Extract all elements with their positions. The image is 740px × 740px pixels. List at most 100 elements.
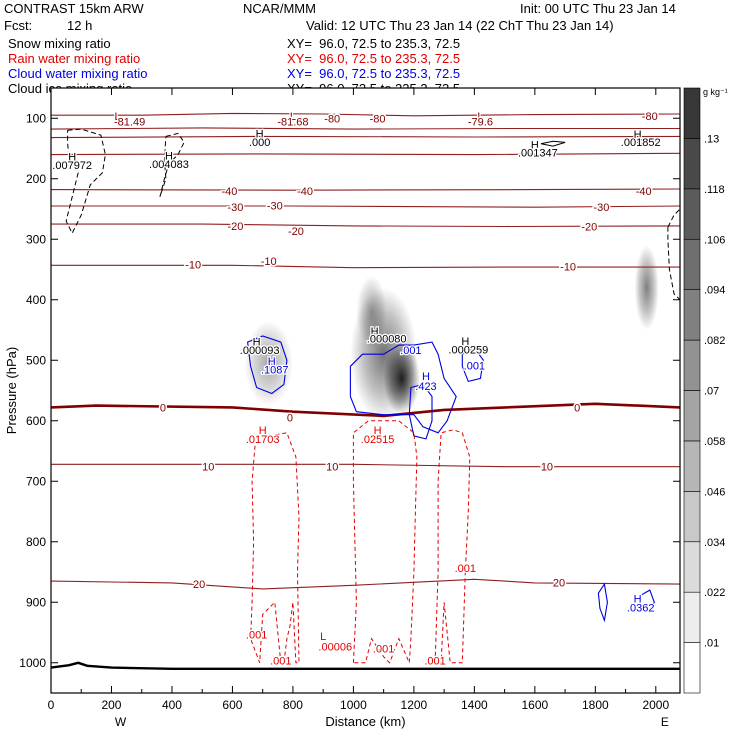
contour-annotation: .001852 [621,137,661,149]
axes-layer: 0 200 400 600 800 1000 1200 1400 1600 1800 2000100… [4,88,680,729]
x-tick-label: 2000 [642,698,669,712]
isotherm-line [51,578,680,590]
terrain-layer [51,661,680,670]
snow-contour [667,208,680,301]
contour-annotation: H [531,140,539,152]
x-tick-label: 1400 [461,698,488,712]
colorbar-segment [683,491,701,543]
colorbar-label: .07 [704,386,719,398]
colorbar-label: .01 [704,638,719,650]
field-xy-rain: XY= 96.0, 72.5 to 235.3, 72.5 [287,51,461,66]
colorbar-label: .094 [704,285,725,297]
colorbar-segment [683,289,701,341]
isotherm-label: -30 [593,202,609,214]
contour-annotation: .001 [455,563,476,575]
contour-annotation: .004083 [149,159,189,171]
colorbar-segment [683,541,701,593]
x-tick-label: 400 [162,698,182,712]
isotherm-label: -20 [228,221,244,233]
contour-annotation: H [165,150,173,162]
contour-annotation: .001 [246,630,267,642]
hydrometeor-contour-layer [65,128,680,664]
isotherm-line [51,223,680,228]
field-xy-snow: XY= 96.0, 72.5 to 235.3, 72.5 [287,36,461,51]
isotherm-label: -40 [636,186,652,198]
rain-water-contour [250,432,300,664]
contour-annotation: .1087 [261,365,289,377]
x-tick-label: 1000 [340,698,367,712]
isotherm-label: -10 [185,260,201,272]
isotherm-label: -20 [581,222,597,234]
cloud-water-contour [349,341,457,434]
isotherm-label: -20 [288,226,304,238]
contour-annotation: H [461,336,469,348]
contour-annotation: .007972 [52,160,92,172]
cloud-water-contour [638,589,655,612]
x-tick-label: 0 [48,698,55,712]
y-tick-label: 100 [26,111,46,125]
cloud-water-contour [247,335,288,395]
contour-annotation: .001 [464,360,485,372]
isotherm-line [51,127,680,130]
contour-annotation: .001 [373,643,394,655]
contour-annotation: H [268,356,276,368]
colorbar: .01 .022 .034 .046 .058 .07 .082 .094 .106 .118 .1… [683,87,728,694]
cloud-water-contour [408,383,433,440]
x-tick-label: 800 [283,698,303,712]
y-axis-title: Pressure (hPa) [4,347,19,434]
colorbar-label: .13 [704,133,719,145]
plot-frame [50,87,681,694]
org-label: NCAR/MMM [243,1,316,16]
colorbar-label: .022 [704,587,725,599]
y-tick-label: 900 [26,595,46,609]
snow-contour [159,132,185,198]
y-tick-label: 400 [26,293,46,307]
isotherm-label: 20 [553,577,565,589]
colorbar-segment [683,642,701,694]
contour-annotation: .0362 [627,602,655,614]
contour-annotation: L [114,111,120,123]
colorbar-label: .058 [704,436,725,448]
colorbar-segment [683,390,701,442]
contour-annotation: .001 [270,656,291,668]
isotherm-label: -40 [297,186,313,198]
contour-annotation: .000 [249,137,270,149]
y-tick-label: 200 [26,172,46,186]
field-xy-cloud-water: XY= 96.0, 72.5 to 235.3, 72.5 [287,66,461,81]
contour-annotation: -81.49 [114,117,145,129]
isotherm-label: 0 [287,413,293,425]
colorbar-unit-label: g kg⁻¹ [703,87,728,97]
contour-annotation: .423 [415,381,436,393]
isotherm-line [51,152,680,156]
rain-water-contour [434,429,471,664]
contour-annotation: L [320,631,326,643]
isotherm-label: 10 [326,462,338,474]
isotherm-line [51,402,680,418]
isotherm-label: 10 [202,462,214,474]
annotation-layer: L-81.49 L-81.68 L-79.6H.007972H.004083H.00… [51,110,662,669]
contour-annotation: H [634,129,642,141]
contour-annotation: H [422,371,430,383]
init-time: Init: 00 UTC Thu 23 Jan 14 [520,1,676,16]
colorbar-label: .034 [704,537,725,549]
contour-annotation: H [259,425,267,437]
contour-annotation: .000080 [367,334,407,346]
east-label: E [661,715,669,729]
contour-annotation: .00006 [318,642,352,654]
colorbar-segment [683,339,701,391]
y-tick-label: 500 [26,353,46,367]
y-tick-label: 1000 [19,656,46,670]
isotherm-line [51,112,680,117]
colorbar-segment [683,87,701,139]
isotherm-label: 10 [541,462,553,474]
isotherm-line [51,205,680,208]
cloud-ice-contour [540,140,566,147]
x-tick-label: 200 [101,698,121,712]
colorbar-label: .046 [704,486,725,498]
snow-shaded-cell [634,245,659,330]
contour-annotation: .01703 [246,434,280,446]
snow-shaded-cell [356,275,387,349]
forecast-label: Fcst: [4,18,33,33]
snow-contour [65,128,106,235]
